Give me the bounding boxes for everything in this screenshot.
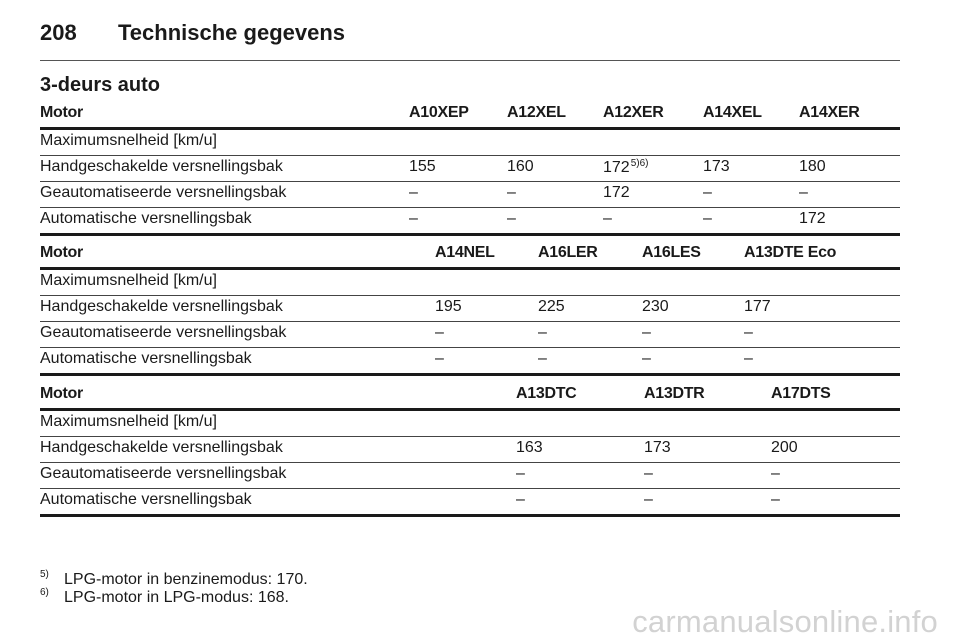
cell-value: – — [771, 465, 780, 482]
cell-value: 177 — [744, 298, 771, 315]
column-header: A16LES — [642, 244, 701, 261]
watermark: carmanualsonline.info — [632, 604, 938, 639]
cell-value: – — [744, 350, 753, 367]
row-label: Automatische versnellingsbak — [40, 491, 252, 508]
header-divider — [40, 60, 900, 61]
section-label-row: Maximumsnelheid [km/u] — [40, 270, 900, 296]
cell-value: – — [538, 350, 547, 367]
cell-value: – — [507, 210, 516, 227]
section-label: Maximumsnelheid [km/u] — [40, 272, 217, 289]
column-header: A14NEL — [435, 244, 495, 261]
row-label: Handgeschakelde versnellingsbak — [40, 298, 283, 315]
cell-value: – — [744, 324, 753, 341]
cell-value: – — [642, 350, 651, 367]
cell-value: – — [409, 210, 418, 227]
cell-value: – — [516, 465, 525, 482]
cell-value: – — [644, 491, 653, 508]
cell-value: 160 — [507, 158, 534, 175]
cell-value: 163 — [516, 439, 543, 456]
speed-table-2: Motor A14NEL A16LER A16LES A13DTE Eco Ma… — [40, 243, 900, 376]
speed-table-1: Motor A10XEP A12XEL A12XER A14XEL A14XER… — [40, 103, 900, 236]
table-row: Handgeschakelde versnellingsbak 163 173 … — [40, 437, 900, 463]
table-header-row: Motor A10XEP A12XEL A12XER A14XEL A14XER — [40, 103, 900, 130]
footnote-text: LPG-motor in benzinemodus: 170. — [64, 571, 308, 588]
footnote-mark: 6) — [40, 587, 49, 598]
cell-value: 230 — [642, 298, 669, 315]
table-row: Automatische versnellingsbak – – – – — [40, 348, 900, 376]
footnote-reference: 5)6) — [630, 158, 649, 169]
table-row: Handgeschakelde versnellingsbak 155 160 … — [40, 156, 900, 182]
column-header: A13DTC — [516, 385, 577, 402]
motor-header: Motor — [40, 385, 83, 402]
cell-value: 200 — [771, 439, 798, 456]
cell-value: – — [771, 491, 780, 508]
cell-value: – — [642, 324, 651, 341]
cell-value: – — [435, 350, 444, 367]
row-label: Automatische versnellingsbak — [40, 350, 252, 367]
section-title: 3-deurs auto — [40, 74, 161, 96]
column-header: A14XER — [799, 104, 860, 121]
cell-value: 172 — [799, 210, 826, 227]
table-row: Geautomatiseerde versnellingsbak – – 172… — [40, 182, 900, 208]
row-label: Automatische versnellingsbak — [40, 210, 252, 227]
table-row: Handgeschakelde versnellingsbak 195 225 … — [40, 296, 900, 322]
cell-value: – — [507, 184, 516, 201]
row-label: Geautomatiseerde versnellingsbak — [40, 324, 287, 341]
table-row: Geautomatiseerde versnellingsbak – – – — [40, 463, 900, 489]
section-label: Maximumsnelheid [km/u] — [40, 132, 217, 149]
table-row: Automatische versnellingsbak – – – — [40, 489, 900, 517]
cell-value: – — [644, 465, 653, 482]
page-title: Technische gegevens — [118, 20, 346, 45]
row-label: Geautomatiseerde versnellingsbak — [40, 184, 287, 201]
page-number: 208 — [40, 20, 77, 45]
cell-value: 173 — [703, 158, 730, 175]
column-header: A13DTR — [644, 385, 705, 402]
speed-table-3: Motor A13DTC A13DTR A17DTS Maximumsnelhe… — [40, 384, 900, 517]
cell-value: – — [703, 210, 712, 227]
cell-value: – — [435, 324, 444, 341]
cell-value: – — [516, 491, 525, 508]
motor-header: Motor — [40, 104, 83, 121]
cell-value: 172 — [603, 159, 630, 176]
cell-value: – — [799, 184, 808, 201]
cell-value: – — [703, 184, 712, 201]
table-header-row: Motor A13DTC A13DTR A17DTS — [40, 384, 900, 411]
cell-value: 172 — [603, 184, 630, 201]
section-label-row: Maximumsnelheid [km/u] — [40, 130, 900, 156]
table-header-row: Motor A14NEL A16LER A16LES A13DTE Eco — [40, 243, 900, 270]
cell-value: 173 — [644, 439, 671, 456]
cell-value: – — [603, 210, 612, 227]
cell-value-with-footnote: 1725)6) — [603, 158, 649, 177]
table-row: Automatische versnellingsbak – – – – 172 — [40, 208, 900, 236]
cell-value: 225 — [538, 298, 565, 315]
footnote-mark: 5) — [40, 569, 49, 580]
section-label-row: Maximumsnelheid [km/u] — [40, 411, 900, 437]
cell-value: 180 — [799, 158, 826, 175]
cell-value: 195 — [435, 298, 462, 315]
column-header: A13DTE Eco — [744, 244, 837, 261]
column-header: A10XEP — [409, 104, 469, 121]
motor-header: Motor — [40, 244, 83, 261]
footnote-text: LPG-motor in LPG-modus: 168. — [64, 589, 289, 606]
column-header: A14XEL — [703, 104, 762, 121]
cell-value: 155 — [409, 158, 436, 175]
cell-value: – — [409, 184, 418, 201]
column-header: A12XEL — [507, 104, 566, 121]
section-label: Maximumsnelheid [km/u] — [40, 413, 217, 430]
row-label: Geautomatiseerde versnellingsbak — [40, 465, 287, 482]
column-header: A16LER — [538, 244, 598, 261]
row-label: Handgeschakelde versnellingsbak — [40, 158, 283, 175]
cell-value: – — [538, 324, 547, 341]
column-header: A17DTS — [771, 385, 831, 402]
column-header: A12XER — [603, 104, 664, 121]
row-label: Handgeschakelde versnellingsbak — [40, 439, 283, 456]
table-row: Geautomatiseerde versnellingsbak – – – – — [40, 322, 900, 348]
